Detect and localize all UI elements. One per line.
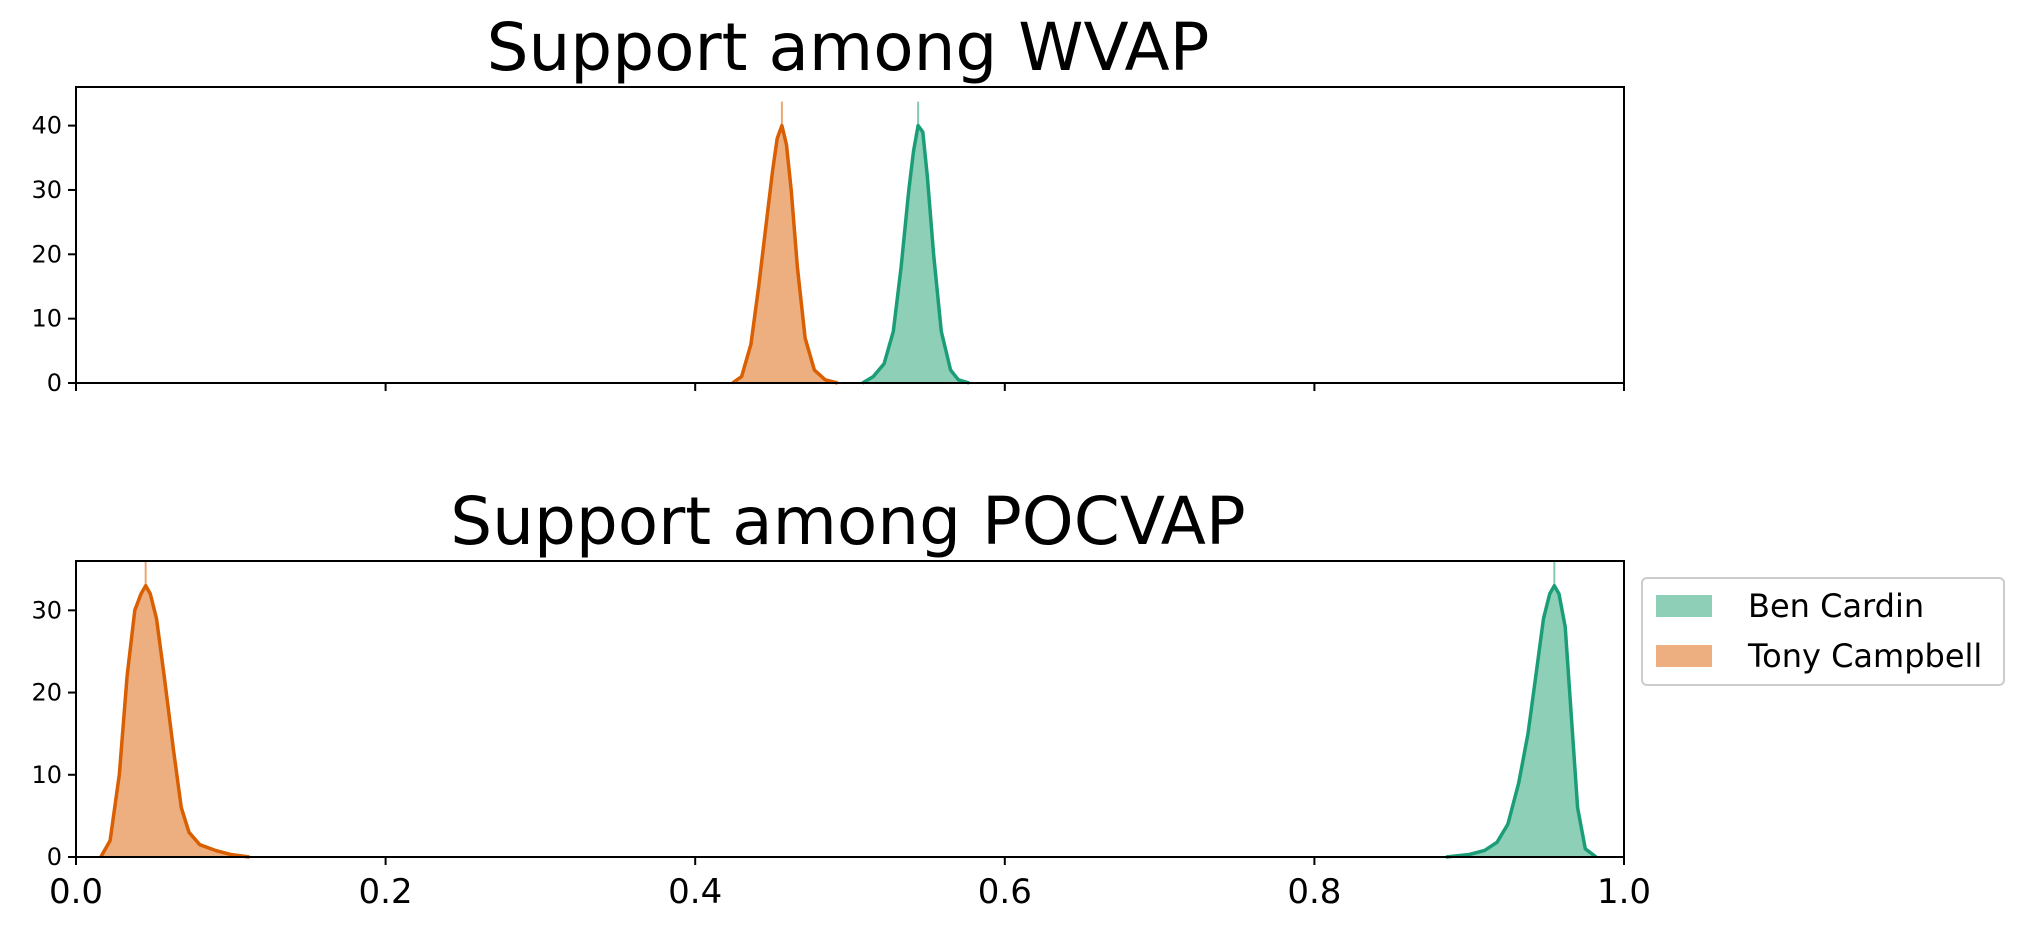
legend-label-ben-cardin: Ben Cardin: [1748, 587, 1924, 625]
x-tick-label: 1.0: [1597, 872, 1651, 912]
plot-area-wvap: [731, 101, 970, 385]
y-tick-label: 20: [31, 240, 62, 268]
panel-wvap: Support among WVAP 0 10 20 30 40: [31, 9, 1625, 397]
x-axis-pocvap: 0.0 0.2 0.4 0.6 0.8 1.0: [49, 857, 1651, 912]
x-tick-label: 0.0: [49, 872, 103, 912]
series-line-ben-cardin: [1445, 583, 1598, 859]
axes-frame-wvap: [75, 86, 1625, 384]
y-tick-label: 0: [47, 843, 62, 871]
series-line-tony-campbell: [99, 583, 250, 859]
series-area-ben-cardin: [862, 125, 970, 383]
x-axis-wvap: [75, 383, 1625, 391]
series-area-tony-campbell: [732, 125, 838, 383]
legend-swatch-tony-campbell: [1656, 645, 1712, 667]
axes-frame-pocvap: [75, 560, 1625, 858]
y-tick-label: 20: [31, 679, 62, 707]
legend: Ben Cardin Tony Campbell: [1641, 577, 2005, 686]
x-tick-label: 0.8: [1287, 872, 1341, 912]
y-axis-pocvap: 0 10 20 30: [31, 596, 76, 871]
y-axis-wvap: 0 10 20 30 40: [31, 112, 76, 397]
series-area-ben-cardin: [1446, 585, 1597, 857]
panel-title-wvap: Support among WVAP: [487, 9, 1210, 86]
y-tick-label: 0: [47, 369, 62, 397]
x-tick-label: 0.2: [359, 872, 413, 912]
legend-swatch-ben-cardin: [1656, 595, 1712, 617]
x-tick-label: 0.6: [978, 872, 1032, 912]
y-tick-label: 30: [31, 596, 62, 624]
series-area-tony-campbell: [100, 585, 250, 857]
plot-area-pocvap: [99, 561, 1598, 859]
y-tick-label: 10: [31, 305, 62, 333]
legend-label-tony-campbell: Tony Campbell: [1747, 637, 1982, 675]
y-tick-label: 10: [31, 761, 62, 789]
y-tick-label: 30: [31, 176, 62, 204]
legend-box: [1641, 577, 2005, 686]
y-tick-label: 40: [31, 112, 62, 140]
x-tick-label: 0.4: [668, 872, 722, 912]
panel-title-pocvap: Support among POCVAP: [450, 483, 1245, 560]
